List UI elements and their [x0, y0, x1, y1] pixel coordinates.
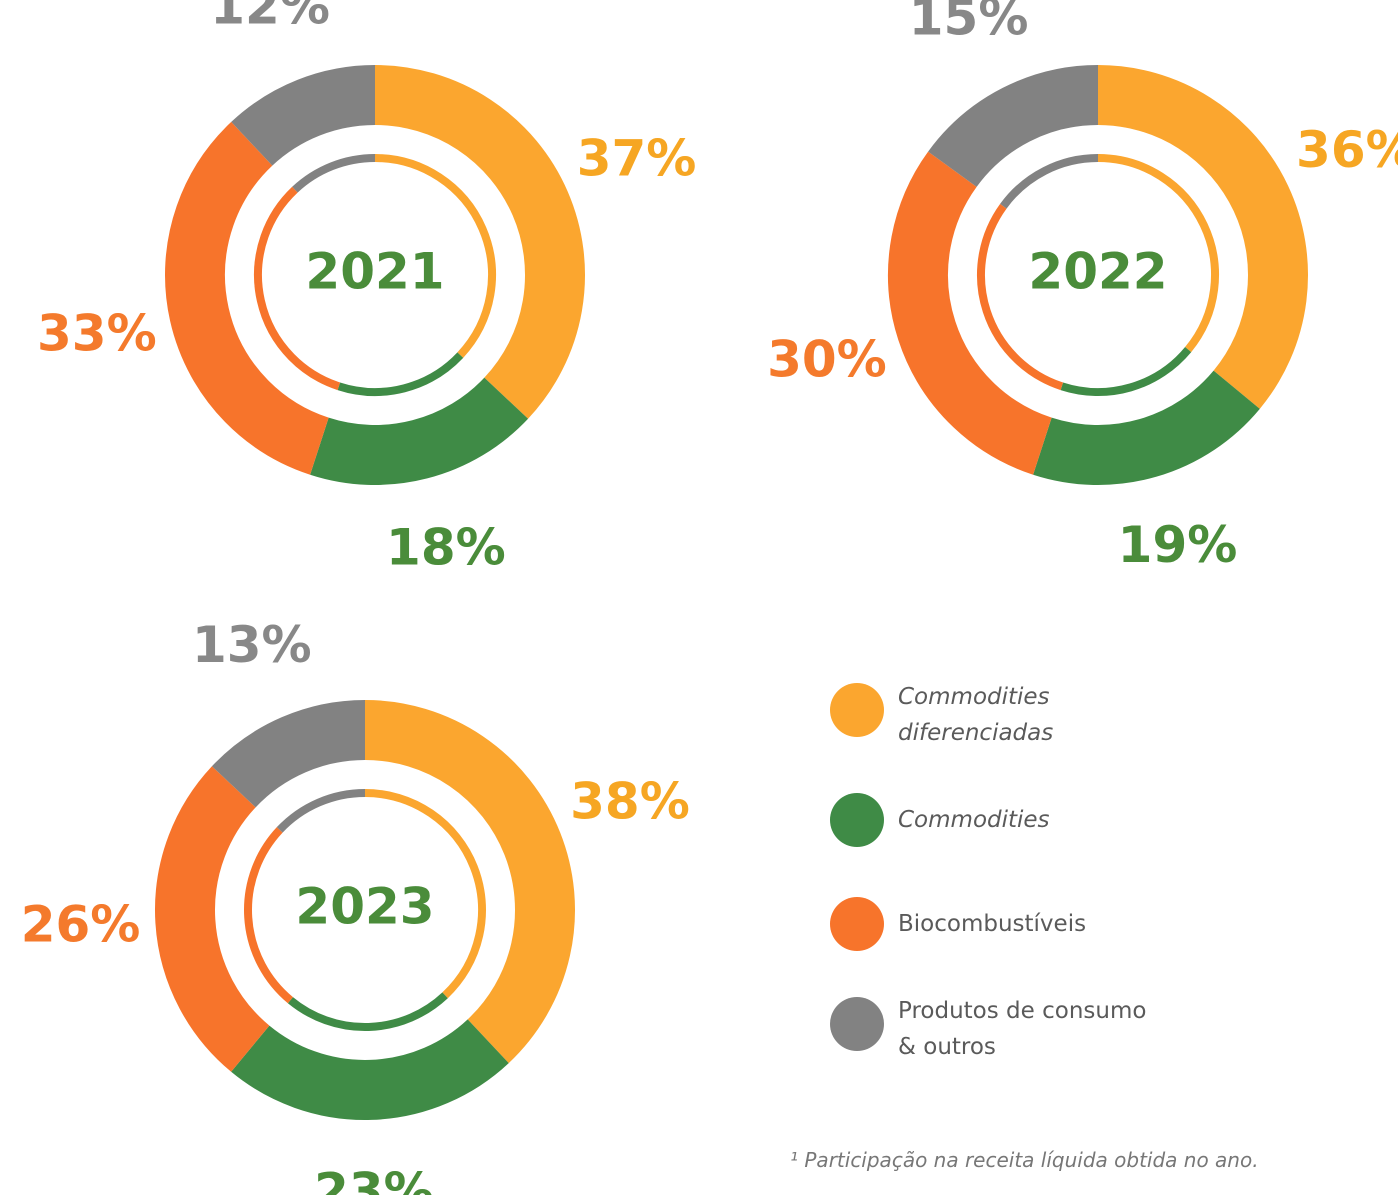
donut-segment — [211, 700, 366, 808]
legend-label: Biocombustíveis — [898, 911, 1087, 937]
donut-segment — [155, 766, 270, 1072]
inner-ring-segment — [337, 352, 464, 396]
inner-ring-segment — [364, 789, 486, 999]
inner-ring-segment — [276, 789, 366, 833]
value-label: 30% — [767, 331, 887, 389]
value-label: 19% — [1118, 516, 1238, 574]
donut-segment — [928, 65, 1099, 188]
donut-segment — [1097, 65, 1308, 409]
legend-swatch — [830, 683, 884, 737]
value-label: 38% — [570, 773, 690, 831]
value-label: 13% — [192, 616, 312, 674]
inner-ring-segment — [1000, 154, 1099, 209]
donut-segment — [231, 65, 376, 167]
donut-segment — [374, 65, 585, 419]
donut-segment — [364, 700, 575, 1064]
donut-center-title: 2023 — [295, 878, 434, 936]
donut-center-title: 2022 — [1028, 243, 1167, 301]
inner-ring-segment — [287, 992, 448, 1031]
value-label: 23% — [314, 1162, 434, 1195]
donut-segment — [165, 121, 330, 475]
donut-segment — [310, 377, 529, 485]
inner-ring-segment — [292, 154, 376, 193]
value-label: 15% — [909, 0, 1029, 47]
donut-segment — [1033, 370, 1260, 485]
legend-label: Commodities diferenciadas — [898, 684, 1054, 746]
donut-segment — [888, 151, 1053, 475]
inner-ring-segment — [1097, 154, 1219, 353]
legend-label: Commodities — [898, 807, 1050, 833]
legend-label: Produtos de consumo & outros — [898, 998, 1147, 1060]
value-label: 18% — [386, 519, 506, 577]
donut-center-title: 2021 — [305, 243, 444, 301]
inner-ring-segment — [254, 186, 341, 391]
value-label: 26% — [21, 895, 141, 953]
value-label: 36% — [1296, 121, 1398, 179]
footnote: ¹ Participação na receita líquida obtida… — [790, 1148, 1259, 1172]
legend-swatch — [830, 997, 884, 1051]
value-label: 33% — [37, 305, 157, 363]
inner-ring-segment — [374, 154, 496, 358]
value-label: 12% — [210, 0, 330, 36]
inner-ring-segment — [977, 203, 1064, 391]
donut-segment — [231, 1018, 509, 1120]
inner-ring-segment — [1060, 347, 1192, 396]
inner-ring-segment — [244, 827, 293, 1004]
value-label: 37% — [577, 129, 697, 187]
legend-swatch — [830, 793, 884, 847]
legend-swatch — [830, 897, 884, 951]
